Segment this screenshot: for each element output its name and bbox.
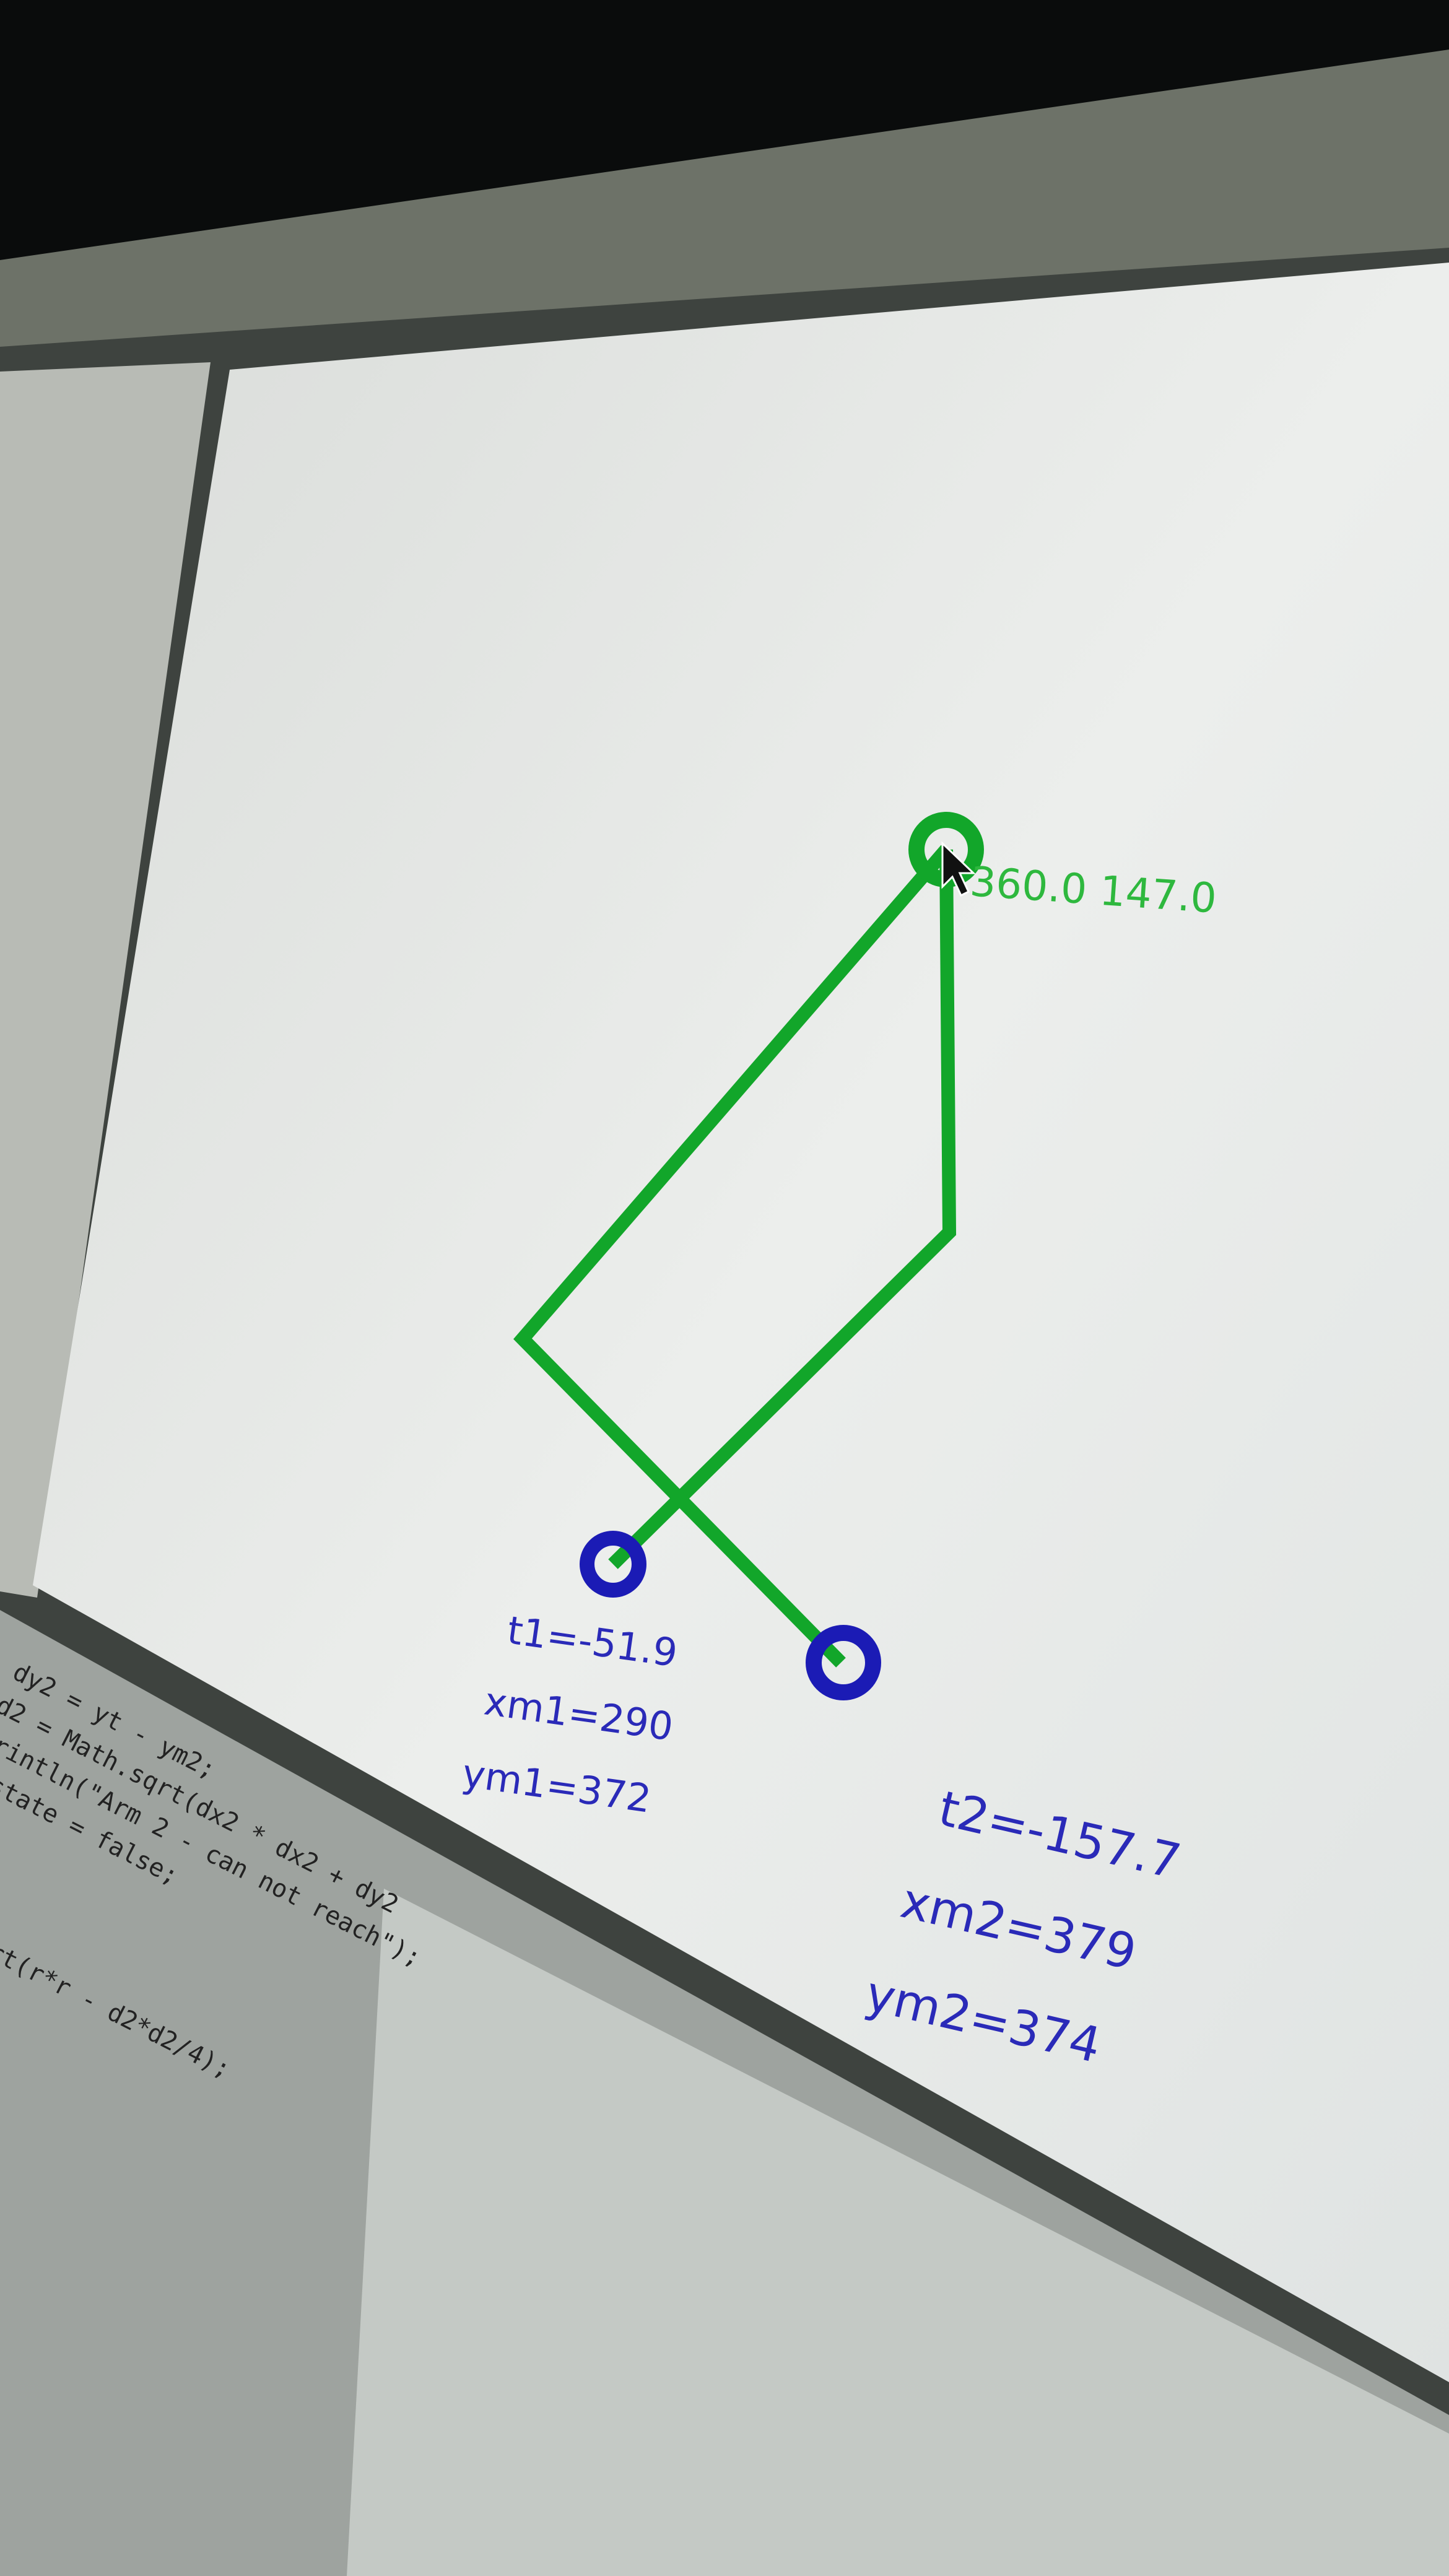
mouse-cursor [941, 841, 976, 897]
base-1 [580, 1531, 646, 1598]
arm-2 [513, 845, 952, 1668]
dialog-window [347, 1889, 1449, 2576]
base-2 [806, 1625, 881, 1700]
drawing-canvas [33, 263, 1449, 2382]
side-panel [0, 362, 211, 1598]
arm-1 [608, 849, 957, 1569]
